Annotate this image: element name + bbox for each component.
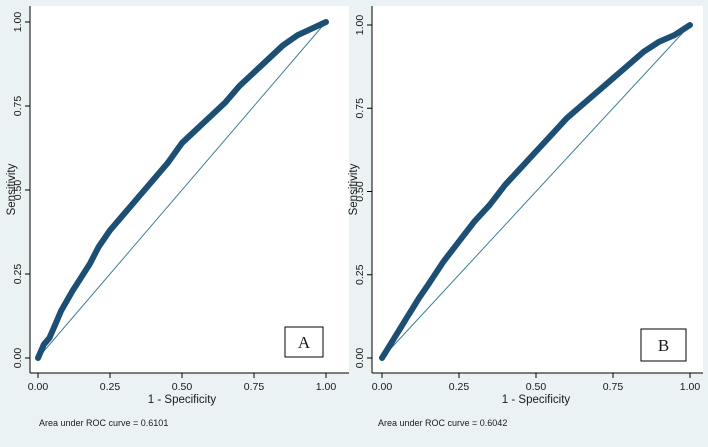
panel-label: A	[298, 333, 311, 352]
roc-curve	[379, 22, 693, 361]
y-tick-label: 1.00	[354, 15, 366, 36]
y-axis-title: Sensitivity	[6, 163, 18, 215]
x-axis-ticks: 0.00 0.25 0.50 0.75 1.00	[28, 373, 337, 393]
panel-b: 0.00 0.25 0.50 0.75 1.00 0.00 0.25 0.50 0.75 1.0…	[348, 6, 703, 428]
x-tick-label: 0.50	[526, 381, 547, 393]
x-axis-ticks: 0.00 0.25 0.50 0.75 1.00	[372, 373, 701, 393]
panel-a: 0.00 0.25 0.50 0.75 1.00 0.00 0.25 0.50 0.75 1.0…	[6, 6, 349, 428]
axes	[371, 6, 703, 374]
y-tick-label: 0.00	[12, 348, 24, 369]
panel-label-box	[640, 328, 687, 362]
x-tick-label: 0.00	[372, 381, 393, 393]
panel-label-box	[284, 326, 324, 358]
y-tick-label: 0.00	[354, 348, 366, 369]
y-tick-label: 0.25	[12, 264, 24, 285]
x-tick-label: 0.25	[449, 381, 470, 393]
x-tick-label: 1.00	[680, 381, 701, 393]
y-axis-ticks: 0.00 0.25 0.50 0.75 1.00	[354, 15, 372, 369]
auc-note: Area under ROC curve = 0.6101	[39, 418, 168, 428]
panel-label: B	[658, 336, 669, 355]
y-tick-label: 0.50	[12, 180, 24, 201]
x-tick-label: 0.00	[28, 381, 49, 393]
x-tick-label: 1.00	[316, 381, 337, 393]
x-tick-label: 0.50	[172, 381, 193, 393]
x-tick-label: 0.75	[603, 381, 624, 393]
y-tick-label: 0.75	[12, 96, 24, 117]
reference-diagonal	[37, 21, 327, 359]
plot-area	[30, 6, 349, 373]
y-axis-ticks: 0.00 0.25 0.50 0.75 1.00	[12, 12, 30, 369]
reference-diagonal	[381, 24, 691, 359]
auc-note: Area under ROC curve = 0.6042	[378, 418, 507, 428]
x-tick-label: 0.75	[244, 381, 265, 393]
x-axis-title: 1 - Specificity	[148, 394, 217, 406]
y-axis-title: Sensitivity	[348, 163, 360, 215]
roc-curve	[35, 19, 329, 361]
y-tick-label: 1.00	[12, 12, 24, 33]
y-tick-label: 0.25	[354, 264, 366, 285]
y-tick-label: 0.50	[354, 181, 366, 202]
y-tick-label: 0.75	[354, 98, 366, 119]
x-axis-title: 1 - Specificity	[502, 394, 571, 406]
x-tick-label: 0.25	[100, 381, 121, 393]
